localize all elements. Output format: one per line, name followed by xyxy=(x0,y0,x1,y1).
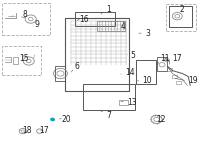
Text: 3: 3 xyxy=(146,29,150,38)
Bar xyxy=(13,57,18,64)
Text: 1: 1 xyxy=(106,5,111,14)
Bar xyxy=(83,84,135,110)
Text: 8: 8 xyxy=(23,10,28,19)
Bar xyxy=(2,46,41,75)
Text: 20: 20 xyxy=(61,115,71,124)
Text: 13: 13 xyxy=(127,98,136,107)
Text: 18: 18 xyxy=(22,126,31,135)
Bar xyxy=(65,18,129,91)
Text: 5: 5 xyxy=(131,51,136,60)
Bar xyxy=(75,12,115,26)
Text: 10: 10 xyxy=(143,76,152,85)
Bar xyxy=(119,100,128,105)
Bar xyxy=(169,6,192,27)
Text: 11: 11 xyxy=(160,54,170,63)
Text: 9: 9 xyxy=(35,20,40,29)
Bar xyxy=(167,68,172,71)
Bar xyxy=(136,60,156,84)
Text: 17: 17 xyxy=(40,126,49,135)
Text: 2: 2 xyxy=(179,5,184,14)
Text: 16: 16 xyxy=(79,15,89,24)
Bar xyxy=(176,81,181,84)
Bar xyxy=(97,21,125,31)
FancyArrowPatch shape xyxy=(52,119,54,121)
Text: 17: 17 xyxy=(172,54,182,63)
Text: 14: 14 xyxy=(125,67,134,77)
Text: 6: 6 xyxy=(74,62,79,71)
Text: 12: 12 xyxy=(157,115,166,124)
Text: 7: 7 xyxy=(106,111,111,120)
Bar xyxy=(2,3,50,35)
Bar xyxy=(166,4,196,31)
Bar xyxy=(157,57,167,71)
Circle shape xyxy=(50,118,55,121)
Text: 15: 15 xyxy=(19,54,28,63)
Text: 4: 4 xyxy=(121,22,126,31)
Text: 19: 19 xyxy=(188,76,198,85)
Bar xyxy=(172,75,177,78)
